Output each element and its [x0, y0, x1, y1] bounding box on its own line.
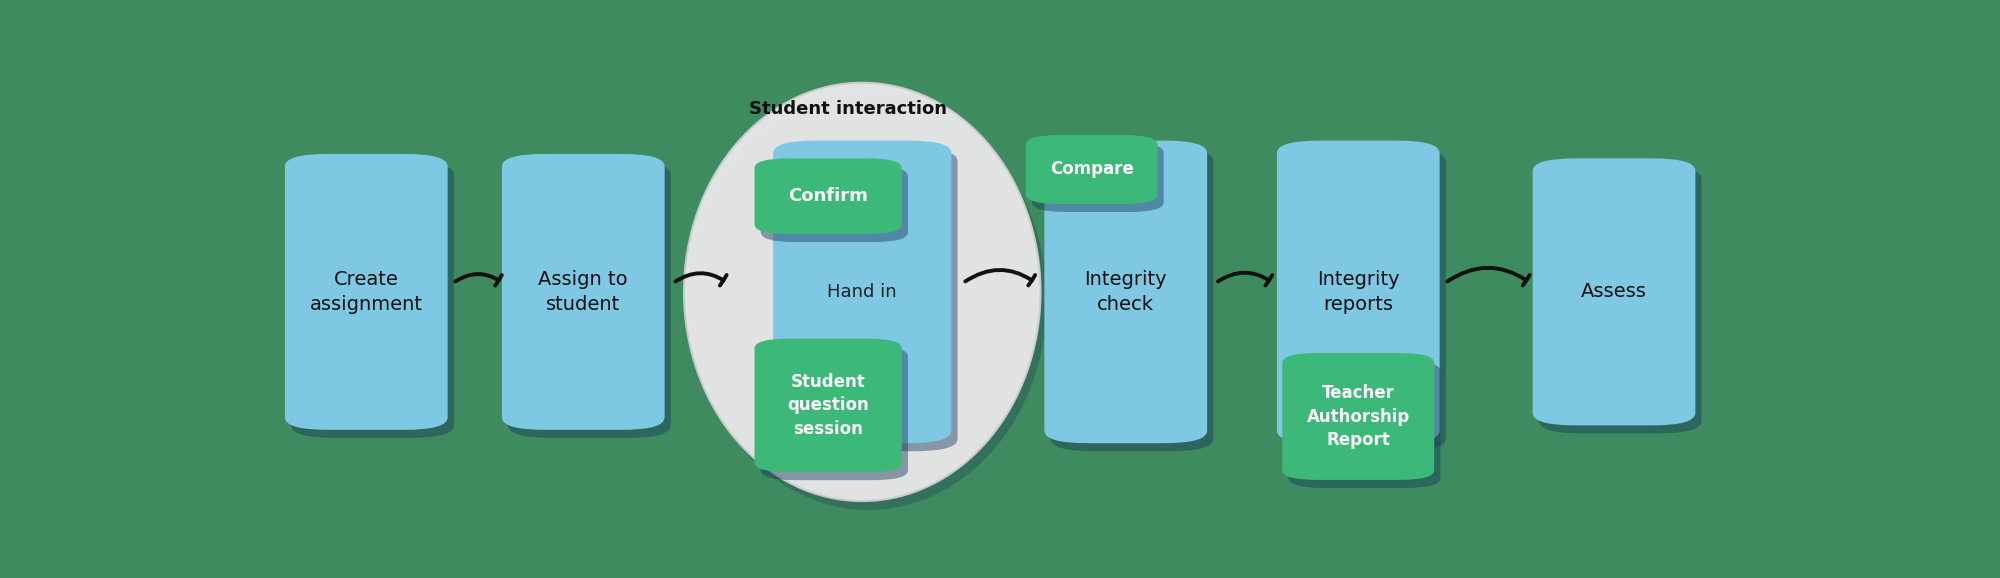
FancyBboxPatch shape: [760, 347, 908, 480]
FancyBboxPatch shape: [754, 158, 902, 234]
Ellipse shape: [690, 92, 1046, 510]
Text: Student
question
session: Student question session: [788, 373, 870, 438]
FancyBboxPatch shape: [1284, 149, 1446, 451]
FancyBboxPatch shape: [1276, 140, 1440, 443]
FancyBboxPatch shape: [508, 162, 670, 438]
Text: Student interaction: Student interaction: [750, 101, 948, 118]
FancyBboxPatch shape: [1050, 149, 1214, 451]
FancyBboxPatch shape: [1044, 140, 1208, 443]
FancyBboxPatch shape: [1032, 143, 1164, 212]
FancyBboxPatch shape: [1538, 166, 1702, 434]
FancyBboxPatch shape: [1288, 361, 1440, 488]
Text: Teacher
Authorship
Report: Teacher Authorship Report: [1306, 384, 1410, 449]
Text: Compare: Compare: [1050, 161, 1134, 179]
FancyBboxPatch shape: [774, 140, 952, 443]
Text: Assign to
student: Assign to student: [538, 270, 628, 314]
Text: Hand in: Hand in: [828, 283, 898, 301]
Ellipse shape: [684, 83, 1040, 501]
Text: Assess: Assess: [1582, 283, 1646, 301]
Text: Integrity
reports: Integrity reports: [1316, 270, 1400, 314]
FancyBboxPatch shape: [760, 166, 908, 242]
FancyBboxPatch shape: [1532, 158, 1696, 425]
Text: Create
assignment: Create assignment: [310, 270, 422, 314]
FancyBboxPatch shape: [1026, 135, 1158, 204]
Text: Confirm: Confirm: [788, 187, 868, 205]
FancyBboxPatch shape: [1282, 353, 1434, 480]
FancyBboxPatch shape: [284, 154, 448, 430]
FancyBboxPatch shape: [754, 339, 902, 472]
FancyBboxPatch shape: [502, 154, 664, 430]
Text: Integrity
check: Integrity check: [1084, 270, 1168, 314]
FancyBboxPatch shape: [780, 149, 958, 451]
FancyBboxPatch shape: [292, 162, 454, 438]
